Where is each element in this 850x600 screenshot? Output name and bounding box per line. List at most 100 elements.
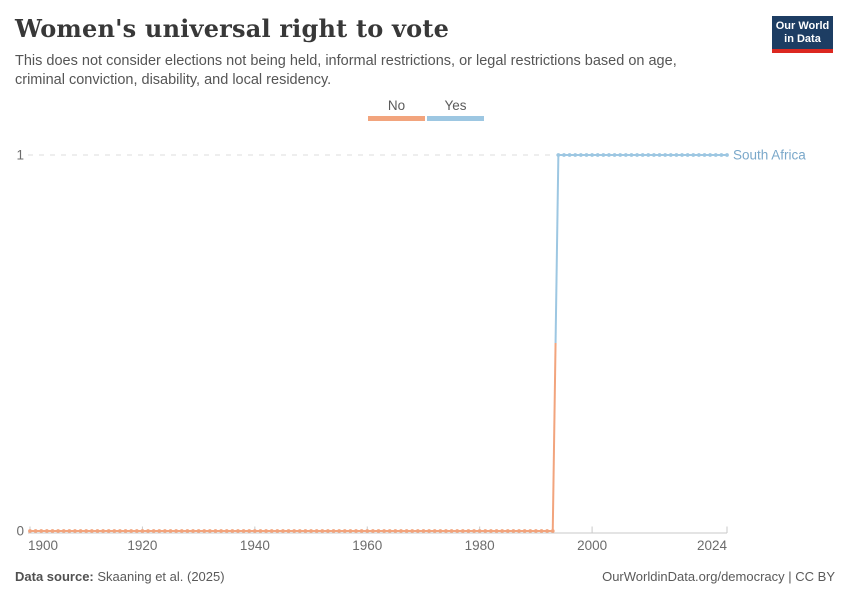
data-point	[623, 153, 628, 157]
data-point	[500, 529, 505, 533]
data-point	[337, 529, 342, 533]
data-point	[657, 153, 662, 157]
data-point	[578, 153, 583, 157]
data-point	[275, 529, 280, 533]
data-point	[438, 529, 443, 533]
owid-logo-line2: in Data	[784, 32, 821, 45]
data-point	[196, 529, 201, 533]
data-point	[95, 529, 100, 533]
data-point	[719, 153, 724, 157]
transition-lower	[551, 342, 557, 532]
data-point	[213, 529, 218, 533]
data-point	[517, 529, 521, 533]
data-point	[44, 529, 49, 533]
data-point	[646, 153, 651, 157]
legend-item-yes[interactable]: Yes	[427, 99, 484, 121]
data-point	[663, 153, 668, 157]
data-point	[533, 529, 538, 533]
data-point	[326, 529, 330, 533]
data-point	[562, 153, 566, 157]
data-point	[382, 529, 387, 533]
data-point	[455, 529, 460, 533]
data-point	[489, 529, 493, 533]
y-axis-tick-label: 0	[16, 524, 24, 539]
data-point	[286, 529, 291, 533]
data-point	[247, 529, 252, 533]
x-axis-tick-label: 1980	[465, 538, 495, 553]
data-point	[258, 529, 263, 533]
data-point	[50, 529, 55, 533]
data-point	[348, 529, 353, 533]
legend-label: Yes	[444, 98, 467, 113]
data-point	[309, 529, 313, 533]
data-point	[680, 153, 684, 157]
x-axis-tick-label: 2000	[577, 538, 607, 553]
data-point	[472, 529, 476, 533]
data-point	[410, 529, 415, 533]
x-axis-tick-label: 2024	[697, 538, 728, 553]
data-point	[511, 529, 516, 533]
data-point	[191, 529, 195, 533]
entity-label: South Africa	[733, 148, 806, 163]
data-point	[629, 153, 634, 157]
data-point	[528, 529, 533, 533]
license-label: CC BY	[795, 569, 835, 584]
data-point	[281, 529, 285, 533]
data-point	[612, 153, 617, 157]
data-point	[415, 529, 420, 533]
data-point	[89, 529, 94, 533]
data-point	[219, 529, 224, 533]
x-axis-tick-label: 1940	[240, 538, 270, 553]
footer-attribution: OurWorldinData.org/democracy | CC BY	[602, 569, 835, 584]
license-separator: |	[784, 569, 796, 584]
data-point	[134, 529, 139, 533]
data-point	[483, 529, 488, 533]
data-point	[404, 529, 409, 533]
data-point	[106, 529, 111, 533]
data-point	[387, 529, 392, 533]
data-point	[331, 529, 336, 533]
owid-link[interactable]: OurWorldinData.org/democracy	[602, 569, 785, 584]
data-point	[179, 529, 184, 533]
legend-item-no[interactable]: No	[368, 99, 425, 121]
data-point	[314, 529, 319, 533]
data-point	[365, 529, 370, 533]
data-point	[146, 529, 150, 533]
data-point	[708, 153, 713, 157]
data-point	[652, 153, 656, 157]
data-point	[185, 529, 190, 533]
data-point	[399, 529, 403, 533]
data-point	[545, 529, 550, 533]
data-point	[67, 529, 72, 533]
data-point	[460, 529, 465, 533]
data-point	[174, 529, 179, 533]
y-axis-tick-label: 1	[16, 148, 24, 163]
owid-logo-line1: Our World	[775, 19, 830, 32]
data-point	[207, 529, 212, 533]
data-point	[427, 529, 431, 533]
data-point	[567, 153, 572, 157]
chart-subtitle-line2: criminal conviction, disability, and loc…	[15, 72, 332, 88]
data-point	[118, 529, 122, 533]
data-point	[466, 529, 471, 533]
data-point	[573, 153, 578, 157]
data-point	[432, 529, 437, 533]
data-source-value: Skaaning et al. (2025)	[97, 569, 225, 584]
legend-swatch	[427, 116, 484, 121]
data-point	[595, 153, 600, 157]
owid-logo: Our World in Data	[772, 16, 833, 53]
transition-upper	[554, 154, 560, 344]
data-point	[635, 153, 639, 157]
data-point	[123, 529, 128, 533]
data-point	[129, 529, 134, 533]
data-point	[202, 529, 207, 533]
data-point	[73, 529, 77, 533]
data-point	[342, 529, 347, 533]
data-point	[713, 153, 718, 157]
data-point	[84, 529, 89, 533]
legend: No Yes	[368, 99, 484, 121]
x-axis-tick-label: 1920	[127, 538, 157, 553]
data-source-note: Data source: Skaaning et al. (2025)	[15, 569, 225, 584]
